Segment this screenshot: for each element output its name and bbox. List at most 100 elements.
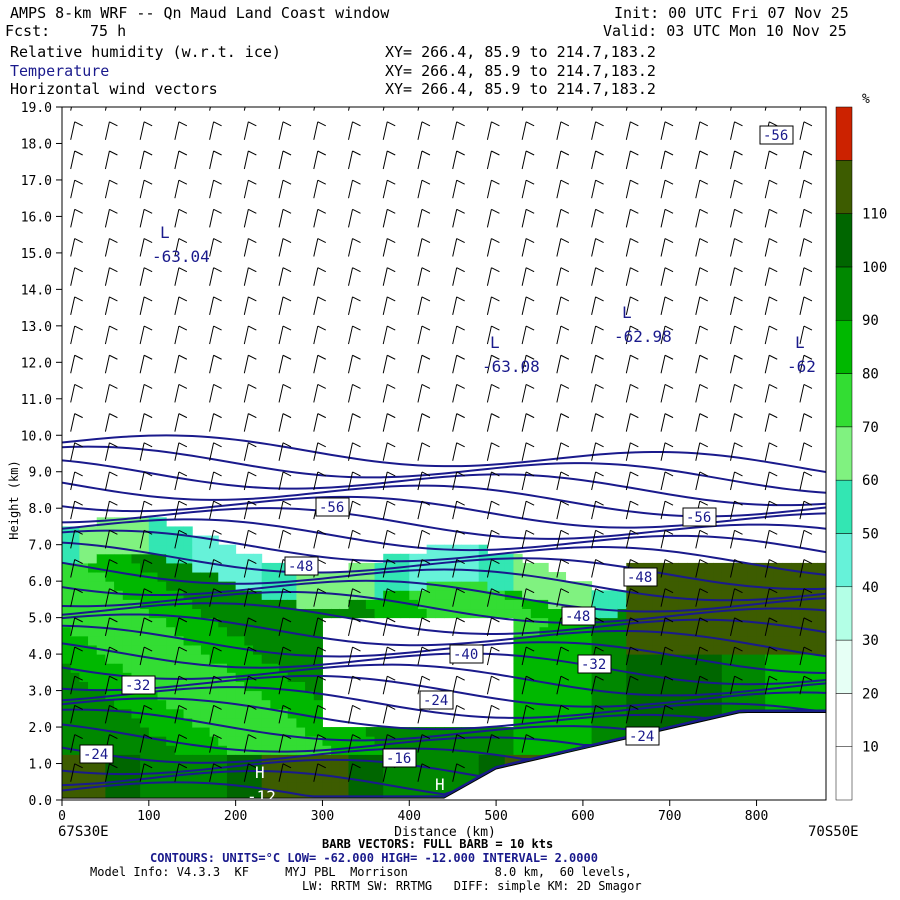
rh-cell xyxy=(270,590,280,600)
rh-cell xyxy=(253,617,263,628)
contour-label-box xyxy=(419,690,454,710)
rh-cell xyxy=(305,772,315,783)
rh-cell xyxy=(739,654,749,664)
rh-cell xyxy=(530,690,540,701)
wind-barb xyxy=(764,267,778,286)
rh-cell xyxy=(166,572,176,582)
rh-cell xyxy=(626,717,636,728)
wind-barb xyxy=(417,296,431,316)
rh-cell xyxy=(461,745,471,755)
wind-barb xyxy=(243,238,257,257)
rh-cell xyxy=(635,599,645,610)
wind-barb xyxy=(764,325,778,345)
rh-cell xyxy=(105,699,115,710)
rh-cell xyxy=(444,736,454,746)
wind-barb xyxy=(139,704,153,724)
rh-cell xyxy=(305,681,315,692)
rh-cell xyxy=(348,572,358,582)
wind-barb xyxy=(417,559,431,578)
rh-cell xyxy=(183,672,193,682)
rh-cell xyxy=(643,717,653,728)
rh-cell xyxy=(626,663,636,673)
wind-barb xyxy=(348,442,361,461)
rh-cell xyxy=(270,708,280,719)
rh-cell xyxy=(261,772,271,783)
rh-cell xyxy=(765,663,775,673)
rh-cell xyxy=(287,772,297,783)
colorbar-tick-label: 70 xyxy=(862,420,879,436)
rh-cell xyxy=(652,717,662,728)
wind-barb xyxy=(348,617,361,636)
rh-cell xyxy=(313,781,323,792)
rh-cell xyxy=(200,708,211,719)
y-tick-label: 17.0 xyxy=(21,174,52,189)
rh-cell xyxy=(417,745,428,755)
wind-barb xyxy=(417,617,431,636)
wind-barb xyxy=(556,325,570,345)
rh-cell xyxy=(70,654,80,664)
rh-cell xyxy=(704,581,714,591)
rh-cell xyxy=(417,553,428,564)
wind-barb xyxy=(139,529,153,549)
wind-barb xyxy=(417,646,431,666)
rh-cell xyxy=(582,736,593,746)
rh-cell xyxy=(608,608,619,619)
rh-cell xyxy=(70,727,80,737)
wind-barb xyxy=(278,675,292,695)
rh-cell xyxy=(739,562,749,573)
rh-cell xyxy=(339,599,349,610)
wind-barb xyxy=(799,150,813,170)
rh-cell xyxy=(756,681,766,692)
rh-cell xyxy=(817,681,826,692)
x-tick-label: 600 xyxy=(571,809,594,824)
rh-cell xyxy=(626,635,636,646)
rh-cell xyxy=(226,717,237,728)
rh-cell xyxy=(548,635,558,646)
rh-cell xyxy=(261,699,271,710)
rh-cell xyxy=(105,553,115,564)
wind-barb xyxy=(382,121,396,140)
rh-cell xyxy=(661,708,671,719)
rh-cell xyxy=(235,608,245,619)
wind-barb xyxy=(660,704,674,724)
rh-cell xyxy=(513,608,523,619)
wind-barb xyxy=(70,383,83,403)
wind-barb xyxy=(625,588,639,607)
rh-cell xyxy=(209,553,219,564)
rh-cell xyxy=(591,717,601,728)
wind-barb xyxy=(452,296,465,316)
wind-barb xyxy=(348,267,361,286)
rh-cell xyxy=(157,553,167,564)
rh-cell xyxy=(70,790,80,800)
rh-cell xyxy=(565,690,575,701)
rh-cell xyxy=(261,781,271,792)
rh-cell xyxy=(174,699,185,710)
wind-barb xyxy=(625,179,639,199)
rh-cell xyxy=(62,717,72,728)
rh-cell xyxy=(313,581,323,591)
rh-cell xyxy=(62,790,72,800)
rh-cell xyxy=(183,699,193,710)
plot-frame xyxy=(61,106,827,801)
rh-cell xyxy=(574,699,584,710)
rh-cell xyxy=(88,626,98,637)
wind-barb xyxy=(313,617,326,636)
rh-cell xyxy=(799,581,810,591)
rh-cell xyxy=(270,562,280,573)
rh-cell xyxy=(548,590,558,600)
rh-cell xyxy=(695,562,705,573)
wind-barb xyxy=(660,238,674,257)
wind-barb xyxy=(660,442,674,461)
rh-cell xyxy=(799,654,810,664)
rh-cell xyxy=(739,635,749,646)
wind-barb xyxy=(174,107,177,111)
rh-cell xyxy=(122,763,132,774)
rh-cell xyxy=(105,572,115,582)
rh-cell xyxy=(400,553,410,564)
rh-cell xyxy=(88,663,98,673)
rh-cell xyxy=(765,617,775,628)
rh-cell xyxy=(747,562,758,573)
rh-cell xyxy=(591,590,601,600)
rh-cell xyxy=(157,672,167,682)
rh-cell xyxy=(209,572,219,582)
